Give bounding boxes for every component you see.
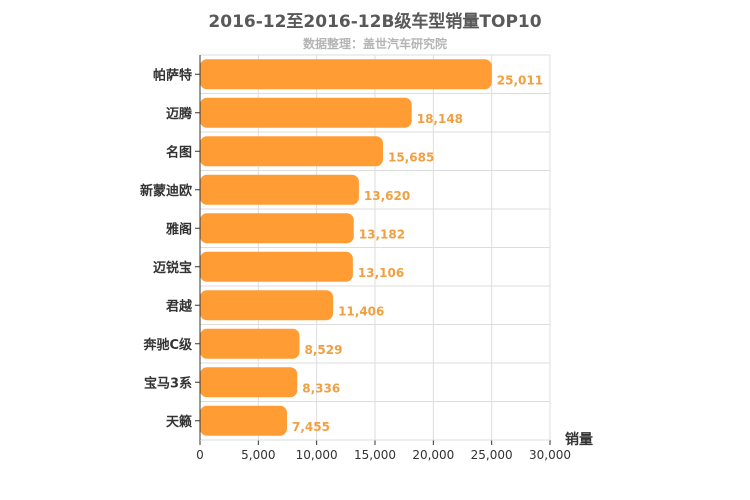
bar-1 — [200, 97, 412, 128]
bar-7 — [200, 328, 300, 359]
value-label: 15,685 — [388, 150, 434, 164]
value-label: 11,406 — [338, 304, 384, 318]
x-tick-label: 25,000 — [471, 448, 513, 462]
category-label: 迈锐宝 — [153, 260, 192, 276]
labels: 0 5,000 10,000 15,000 20,000 25,000 30,000 帕萨特 2… — [140, 67, 571, 462]
value-label: 7,455 — [292, 420, 330, 434]
x-tick-label: 20,000 — [412, 448, 454, 462]
bar-8 — [200, 367, 298, 398]
bar-3 — [200, 174, 359, 205]
x-tick-label: 10,000 — [296, 448, 338, 462]
category-label: 天籁 — [166, 414, 192, 430]
value-label: 13,620 — [364, 189, 410, 203]
bar-6 — [200, 290, 334, 321]
category-label: 奔驰C级 — [142, 337, 193, 353]
category-label: 帕萨特 — [153, 67, 192, 83]
bars — [200, 59, 492, 436]
x-tick-label: 15,000 — [354, 448, 396, 462]
value-label: 13,182 — [359, 227, 405, 241]
x-tick-label: 30,000 — [529, 448, 571, 462]
bar-5 — [200, 251, 353, 282]
category-label: 迈腾 — [166, 106, 193, 122]
value-label: 18,148 — [417, 112, 463, 126]
x-tick-label: 5,000 — [241, 448, 275, 462]
value-label: 8,529 — [305, 343, 343, 357]
value-label: 25,011 — [497, 73, 543, 87]
category-label: 君越 — [166, 298, 193, 314]
x-tick-label: 0 — [196, 448, 204, 462]
chart-title: 2016-12至2016-12B级车型销量TOP10 — [208, 12, 542, 32]
category-label: 名图 — [166, 144, 192, 160]
category-label: 雅阁 — [166, 221, 192, 237]
category-label: 新蒙迪欧 — [140, 183, 192, 199]
chart-subtitle: 数据整理：盖世汽车研究院 — [302, 37, 447, 51]
bar-4 — [200, 213, 354, 244]
x-axis-title: 销量 — [565, 431, 593, 448]
value-label: 8,336 — [302, 381, 340, 395]
value-label: 13,106 — [358, 266, 404, 280]
bar-9 — [200, 405, 287, 436]
category-label: 宝马3系 — [144, 375, 192, 391]
bar-0 — [200, 59, 492, 90]
bar-2 — [200, 136, 383, 167]
